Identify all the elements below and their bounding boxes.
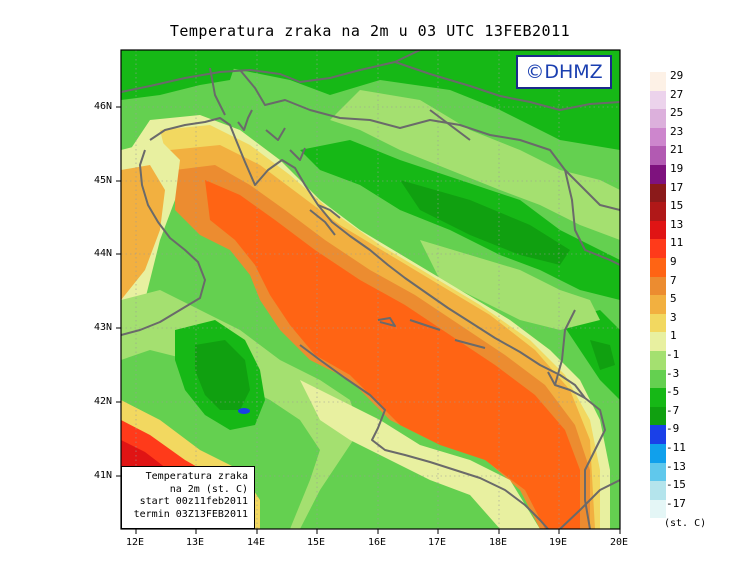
lat-label-45n: 45N — [94, 175, 113, 186]
info-box: Temperatura zraka na 2m (st. C) start 00… — [121, 466, 255, 529]
legend-label: 11 — [670, 236, 684, 250]
legend-swatch — [650, 165, 666, 184]
legend-swatch — [650, 239, 666, 258]
legend-swatch — [650, 425, 666, 444]
lon-label-20e: 20E — [610, 537, 629, 548]
legend-label: 25 — [670, 106, 684, 120]
legend-swatch — [650, 369, 666, 389]
legend-unit: (st. C) — [664, 518, 707, 529]
legend-swatch — [650, 388, 666, 407]
legend-label: -7 — [666, 403, 680, 417]
lat-label-43n: 43N — [94, 322, 113, 333]
lon-label-14e: 14E — [247, 537, 266, 548]
legend-swatch — [650, 109, 666, 128]
legend-label: -1 — [666, 348, 680, 361]
legend-label: -13 — [666, 459, 686, 473]
legend-label: 19 — [670, 162, 684, 175]
legend-swatch — [650, 313, 666, 333]
dhmz-logo: ©DHMZ — [516, 55, 612, 89]
lon-label-16e: 16E — [368, 537, 387, 548]
legend-swatch — [650, 127, 666, 147]
legend-label: 7 — [670, 273, 677, 287]
legend-swatch — [650, 183, 666, 203]
legend-label: 15 — [670, 199, 684, 213]
legend-label: 17 — [670, 180, 684, 194]
legend-swatch — [650, 406, 666, 426]
legend-label: 27 — [670, 87, 684, 101]
legend-swatch — [650, 444, 666, 463]
legend-label: 5 — [670, 292, 677, 306]
legend-label: -5 — [666, 385, 680, 399]
legend-swatch — [650, 146, 666, 165]
lon-label-19e: 19E — [549, 537, 568, 548]
legend-label: 3 — [670, 310, 677, 324]
info-line-4: termin 03Z13FEB2011 — [133, 508, 248, 520]
legend-swatch — [650, 258, 666, 277]
legend-label: 23 — [670, 124, 684, 138]
legend-label: 21 — [670, 143, 684, 157]
graticule — [121, 50, 620, 529]
legend-label: 9 — [670, 255, 677, 268]
info-line-1: Temperatura zraka — [145, 471, 248, 482]
legend-label: 1 — [670, 329, 677, 343]
info-line-3: start 00z11feb2011 — [139, 496, 248, 507]
legend-swatch — [650, 202, 666, 221]
temperature-field — [121, 50, 620, 529]
legend-swatch — [650, 332, 666, 351]
legend-swatch — [650, 295, 666, 314]
legend-label: -17 — [666, 496, 686, 510]
lat-label-41n: 41N — [94, 470, 113, 481]
legend-swatch — [650, 481, 666, 500]
legend-swatch — [650, 462, 666, 482]
lon-label-18e: 18E — [489, 537, 508, 548]
legend-label: -15 — [666, 478, 686, 492]
legend-label: -3 — [666, 366, 680, 380]
map-title: Temperatura zraka na 2m u 03 UTC 13FEB20… — [169, 22, 571, 40]
map-frame — [120, 49, 621, 530]
legend-label: -9 — [666, 422, 680, 436]
lon-label-12e: 12E — [126, 537, 145, 548]
lat-label-42n: 42N — [94, 396, 113, 407]
info-line-2: na 2m (st. C) — [169, 483, 248, 495]
legend-swatch — [650, 220, 666, 240]
axis-ticks — [116, 106, 621, 534]
legend-label: 13 — [670, 217, 684, 231]
legend-swatch — [650, 351, 666, 370]
legend-label: -11 — [666, 441, 686, 454]
lon-label-15e: 15E — [307, 537, 326, 548]
legend-swatch — [650, 499, 666, 519]
legend-swatch — [650, 72, 666, 91]
legend-swatch — [650, 90, 666, 110]
lat-label-44n: 44N — [94, 248, 113, 259]
lat-label-46n: 46N — [94, 101, 113, 112]
legend-label: 29 — [670, 69, 684, 82]
lon-label-17e: 17E — [428, 537, 447, 548]
legend-swatch — [650, 276, 666, 296]
lon-label-13e: 13E — [186, 537, 205, 548]
coastline-and-borders — [121, 50, 620, 529]
